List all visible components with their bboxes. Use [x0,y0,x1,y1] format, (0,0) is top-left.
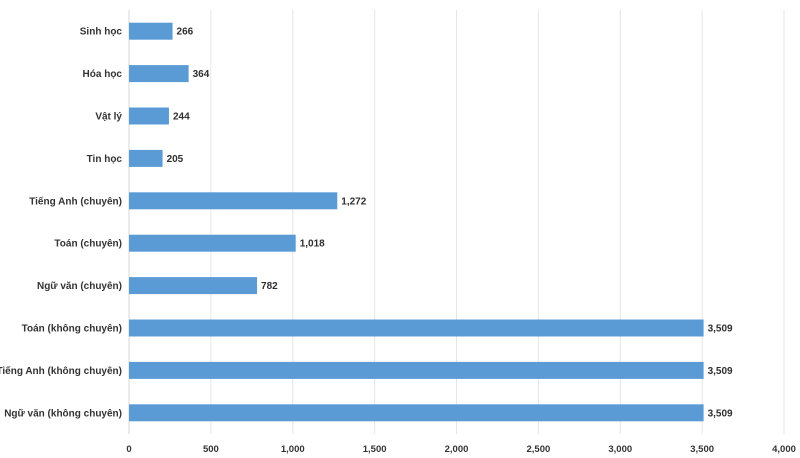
category-label-5: Toán (chuyên) [54,239,122,250]
x-tick-label-2: 1,000 [281,444,305,455]
data-label-4: 1,272 [341,196,366,207]
data-label-6: 782 [261,281,278,292]
category-label-1: Hóa học [83,69,123,80]
bar-8 [129,361,704,379]
data-label-3: 205 [167,154,184,165]
category-label-4: Tiếng Anh (chuyên) [29,195,122,207]
bar-2 [129,107,169,125]
data-label-1: 364 [193,69,210,80]
bar-4 [129,192,338,210]
data-label-7: 3,509 [708,324,733,335]
category-label-9: Ngữ văn (không chuyên) [4,408,122,419]
data-label-0: 266 [177,27,194,38]
bar-6 [129,277,258,295]
bar-9 [129,404,704,422]
bar-0 [129,22,173,40]
category-label-0: Sinh học [80,27,123,38]
category-label-3: Tin học [87,154,123,165]
x-tick-label-5: 2,500 [526,444,550,455]
bar-layer [129,22,704,422]
x-tick-label-1: 500 [203,444,219,455]
data-label-2: 244 [173,112,190,123]
x-tick-label-7: 3,500 [690,444,714,455]
label-layer: 0 500 1,000 1,500 2,000 2,500 3,000 3,500 4,000 S… [0,27,796,455]
category-label-2: Vật lý [95,112,122,123]
bar-5 [129,234,296,252]
x-tick-label-4: 2,000 [445,444,469,455]
x-tick-label-8: 4,000 [772,444,796,455]
bar-3 [129,149,163,167]
x-tick-label-0: 0 [126,444,131,455]
bar-1 [129,65,189,83]
category-label-7: Toán (không chuyên) [22,324,122,335]
category-label-8: Tiếng Anh (không chuyên) [0,365,122,377]
x-tick-label-3: 1,500 [363,444,387,455]
category-label-6: Ngữ văn (chuyên) [37,281,122,292]
grid-layer [128,10,785,434]
x-tick-label-6: 3,000 [608,444,632,455]
data-label-5: 1,018 [300,239,325,250]
data-label-8: 3,509 [708,366,733,377]
data-label-9: 3,509 [708,408,733,419]
bar-7 [129,319,704,337]
